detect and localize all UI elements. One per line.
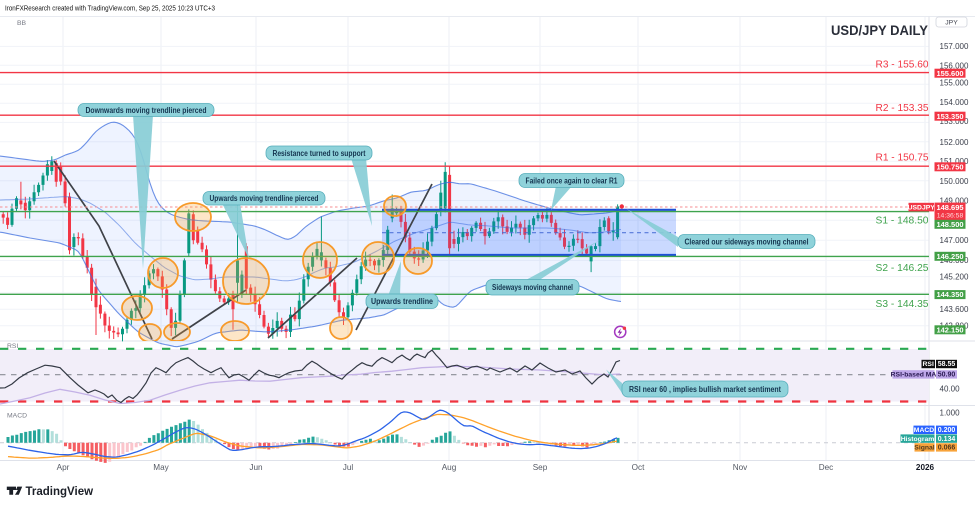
- svg-text:Jul: Jul: [343, 463, 354, 472]
- svg-text:R2 - 153.35: R2 - 153.35: [876, 102, 929, 114]
- svg-text:MACD: MACD: [914, 427, 934, 434]
- svg-text:Sideways moving channel: Sideways moving channel: [492, 282, 573, 292]
- svg-text:2026: 2026: [916, 463, 935, 472]
- svg-text:Upwards moving trendline pierc: Upwards moving trendline pierced: [210, 193, 319, 203]
- svg-text:145.200: 145.200: [940, 272, 969, 281]
- svg-text:Histogram: Histogram: [901, 436, 935, 443]
- svg-text:0.066: 0.066: [938, 445, 956, 452]
- svg-text:RSI near 60 , implies bullish: RSI near 60 , implies bullish market sen…: [629, 384, 781, 394]
- svg-text:Resistance turned to support: Resistance turned to support: [273, 148, 366, 158]
- svg-text:RSI: RSI: [923, 361, 934, 368]
- svg-text:155.000: 155.000: [940, 79, 969, 88]
- svg-text:Aug: Aug: [442, 463, 457, 472]
- svg-text:153.350: 153.350: [936, 112, 963, 121]
- svg-text:147.000: 147.000: [940, 236, 969, 245]
- svg-text:Nov: Nov: [733, 463, 748, 472]
- svg-text:1.000: 1.000: [940, 409, 961, 418]
- svg-text:40.00: 40.00: [940, 385, 961, 394]
- svg-text:151.000: 151.000: [940, 157, 969, 166]
- svg-text:58.55: 58.55: [938, 361, 956, 368]
- svg-text:R1 - 150.75: R1 - 150.75: [876, 152, 929, 164]
- svg-text:S1 - 148.50: S1 - 148.50: [876, 215, 929, 227]
- svg-text:TradingView: TradingView: [26, 486, 94, 498]
- svg-text:RSI-based MA: RSI-based MA: [891, 372, 937, 379]
- svg-text:154.000: 154.000: [940, 98, 969, 107]
- svg-text:142.150: 142.150: [936, 325, 963, 334]
- svg-text:Downwards moving trendline pi: Downwards moving trendline pierced: [86, 105, 207, 115]
- svg-text:150.750: 150.750: [936, 162, 963, 171]
- svg-text:JPY: JPY: [945, 19, 958, 26]
- svg-text:S3 - 144.35: S3 - 144.35: [876, 298, 929, 310]
- svg-text:150.000: 150.000: [940, 177, 969, 186]
- svg-text:Failed once again to clear R1: Failed once again to clear R1: [526, 176, 618, 186]
- svg-text:R3 - 155.60: R3 - 155.60: [876, 59, 929, 71]
- svg-text:153.000: 153.000: [940, 117, 969, 126]
- svg-text:157.000: 157.000: [940, 42, 969, 51]
- svg-text:USDJPY: USDJPY: [908, 204, 936, 211]
- svg-text:USD/JPY DAILY: USD/JPY DAILY: [831, 22, 929, 38]
- svg-text:155.600: 155.600: [936, 69, 963, 78]
- svg-text:Dec: Dec: [819, 463, 834, 472]
- svg-text:Cleared our sideways moving ch: Cleared our sideways moving channel: [685, 237, 809, 247]
- svg-text:Apr: Apr: [57, 463, 70, 472]
- svg-text:156.000: 156.000: [940, 61, 969, 70]
- svg-text:146.250: 146.250: [936, 252, 963, 261]
- svg-text:143.600: 143.600: [940, 305, 969, 314]
- svg-text:148.695: 148.695: [936, 203, 963, 212]
- svg-text:50.90: 50.90: [938, 372, 956, 379]
- svg-text:Upwards trendline: Upwards trendline: [371, 296, 433, 306]
- svg-text:May: May: [153, 463, 169, 472]
- svg-text:Sep: Sep: [533, 463, 548, 472]
- svg-text:S2 - 146.25: S2 - 146.25: [876, 262, 929, 274]
- svg-text:0.134: 0.134: [938, 436, 956, 443]
- svg-text:148.500: 148.500: [936, 220, 963, 229]
- svg-text:14:36:58: 14:36:58: [937, 213, 964, 220]
- svg-text:Oct: Oct: [632, 463, 645, 472]
- svg-text:144.350: 144.350: [936, 290, 963, 299]
- svg-text:Signal: Signal: [914, 445, 935, 452]
- svg-text:149.000: 149.000: [940, 196, 969, 205]
- svg-text:0.200: 0.200: [938, 427, 956, 434]
- svg-text:Jun: Jun: [249, 463, 263, 472]
- svg-text:MACD: MACD: [7, 413, 27, 420]
- svg-text:BB: BB: [17, 20, 27, 27]
- svg-text:RSI: RSI: [7, 343, 18, 350]
- svg-text:152.000: 152.000: [940, 138, 969, 147]
- svg-text:IronFXResearch created with Tr: IronFXResearch created with TradingView.…: [5, 4, 215, 13]
